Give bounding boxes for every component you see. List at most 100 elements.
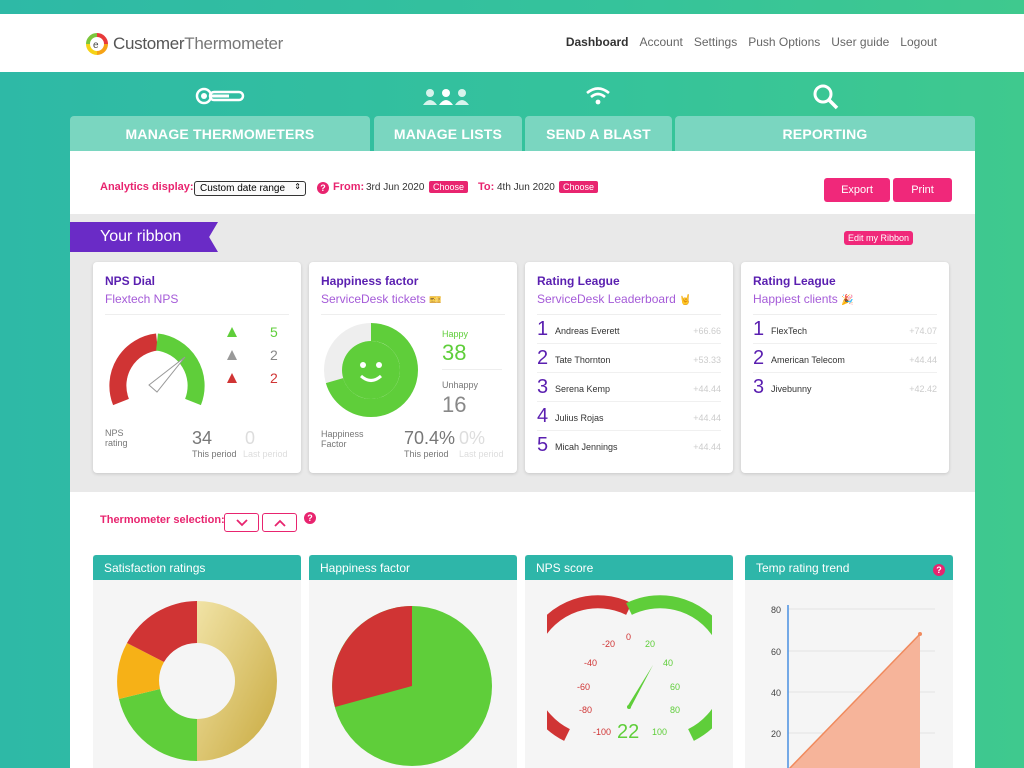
tab-send-a-blast[interactable]: SEND A BLAST: [525, 116, 672, 152]
gauge-tick-label: -40: [584, 658, 597, 668]
card-subtitle: Flextech NPS: [105, 292, 179, 306]
divider: [321, 314, 505, 315]
league-rank: 5: [537, 434, 549, 456]
people-icon[interactable]: [422, 88, 470, 106]
nps-score-card[interactable]: NPS score -100 -80 -60 -40 -20 0 20 40 6…: [525, 555, 733, 768]
divider: [442, 369, 502, 370]
thermometer-up-button[interactable]: [262, 513, 297, 532]
down-arrow-icon: [227, 373, 237, 383]
thermometer-down-button[interactable]: [224, 513, 259, 532]
happiness-this-period-value: 70.4%: [404, 428, 456, 448]
nps-promoters-count: 5: [270, 324, 278, 340]
card-subtitle: ServiceDesk tickets 🎫: [321, 292, 442, 306]
analytics-help-icon[interactable]: ?: [317, 182, 329, 194]
from-choose-button[interactable]: Choose: [429, 181, 469, 193]
search-icon[interactable]: [813, 84, 839, 110]
happiness-factor-label-1: Happiness: [321, 429, 364, 439]
nps-dial-gauge: [109, 333, 205, 406]
analytics-toolbar: Analytics display: Custom date range ⇕ ?…: [70, 151, 975, 214]
tab-manage-thermometers[interactable]: MANAGE THERMOMETERS: [70, 116, 370, 152]
divider: [753, 314, 937, 315]
thermometer-icon[interactable]: [195, 86, 245, 106]
nav-account[interactable]: Account: [639, 35, 683, 49]
league-row: 5 Micah Jennings +44.44: [537, 434, 721, 460]
unhappy-count: 16: [442, 392, 467, 417]
card-header: Temp rating trend: [745, 555, 953, 580]
ribbon-area: Your ribbon Edit my Ribbon NPS Dial Flex…: [70, 214, 975, 492]
export-button[interactable]: Export: [824, 178, 890, 202]
league-name: Micah Jennings: [555, 442, 618, 452]
happiness-factor-label-2: Factor: [321, 439, 347, 449]
happiness-donut: [324, 323, 418, 417]
svg-text:e: e: [93, 40, 99, 51]
nav-settings[interactable]: Settings: [693, 35, 738, 49]
league-score: +66.66: [693, 326, 721, 336]
league-row: 3 Jivebunny +42.42: [753, 376, 937, 402]
league-score: +44.44: [693, 384, 721, 394]
happiness-factor-chart-card[interactable]: Happiness factor: [309, 555, 517, 768]
up-arrow-icon: [227, 327, 237, 337]
rating-league-card-2[interactable]: Rating League Happiest clients 🎉 1 FlexT…: [741, 262, 949, 473]
card-header: Happiness factor: [309, 555, 517, 580]
card-header: NPS score: [525, 555, 733, 580]
gauge-tick-label: -20: [602, 639, 615, 649]
happy-count: 38: [442, 340, 467, 365]
tab-icons-row: [0, 82, 1024, 114]
tab-reporting[interactable]: REPORTING: [675, 116, 975, 152]
league-score: +44.44: [693, 413, 721, 423]
league-row: 1 Andreas Everett +66.66: [537, 318, 721, 344]
gauge-tick-label: 60: [670, 682, 680, 692]
ticket-icon: 🎫: [429, 295, 442, 306]
nps-this-period-label: This period: [192, 449, 237, 459]
league-rank: 2: [537, 347, 549, 369]
satisfaction-donut-chart: [117, 601, 277, 761]
nav-dashboard[interactable]: Dashboard: [565, 35, 629, 49]
y-tick-label: 20: [771, 729, 781, 739]
to-choose-button[interactable]: Choose: [559, 181, 599, 193]
tab-manage-lists[interactable]: MANAGE LISTS: [374, 116, 522, 152]
card-subtitle-text: ServiceDesk Leaderboard: [537, 292, 676, 306]
main-panel: Analytics display: Custom date range ⇕ ?…: [70, 151, 975, 768]
thermometer-selection-label: Thermometer selection:: [100, 514, 225, 526]
to-label: To:: [478, 181, 495, 193]
gauge-tick-label: 20: [645, 639, 655, 649]
nps-detractors-count: 2: [270, 370, 278, 386]
league-row: 1 FlexTech +74.07: [753, 318, 937, 344]
date-range-select[interactable]: Custom date range ⇕: [194, 181, 306, 196]
league-rank: 1: [753, 318, 765, 340]
main-tabs: MANAGE THERMOMETERS MANAGE LISTS SEND A …: [70, 116, 975, 152]
trend-area-chart: 80 60 40 20: [771, 605, 935, 768]
gauge-tick-label: 80: [670, 705, 680, 715]
wifi-icon[interactable]: [585, 86, 611, 106]
card-subtitle: Happiest clients 🎉: [753, 292, 854, 306]
from-date: 3rd Jun 2020: [366, 182, 425, 193]
satisfaction-ratings-card[interactable]: Satisfaction ratings: [93, 555, 301, 768]
rating-league-card[interactable]: Rating League ServiceDesk Leaderboard 🤘 …: [525, 262, 733, 473]
temp-rating-trend-card[interactable]: Temp rating trend ? 80 60 40 20: [745, 555, 953, 768]
neutral-arrow-icon: [227, 350, 237, 360]
happiness-pie-chart: [332, 606, 492, 766]
nav-logout[interactable]: Logout: [900, 35, 937, 49]
logo[interactable]: e CustomerThermometer: [86, 31, 283, 57]
nav-push-options[interactable]: Push Options: [748, 35, 821, 49]
trend-help-icon[interactable]: ?: [933, 564, 945, 576]
analytics-display-label: Analytics display:: [100, 181, 194, 193]
gauge-tick-label: 40: [663, 658, 673, 668]
nps-dial-card[interactable]: NPS Dial Flextech NPS 5 2 2 NPS rating 3…: [93, 262, 301, 473]
card-title: Happiness factor: [321, 274, 419, 288]
happiness-this-period-label: This period: [404, 449, 449, 459]
nav-user-guide[interactable]: User guide: [831, 35, 890, 49]
gauge-tick-label: -60: [577, 682, 590, 692]
happiness-last-period-value: 0%: [459, 428, 486, 448]
nps-passives-count: 2: [270, 347, 278, 363]
league-score: +53.33: [693, 355, 721, 365]
card-subtitle-text: ServiceDesk tickets: [321, 292, 426, 306]
league-name: American Telecom: [771, 355, 845, 365]
league-score: +42.42: [909, 384, 937, 394]
print-button[interactable]: Print: [893, 178, 952, 202]
edit-ribbon-button[interactable]: Edit my Ribbon: [843, 231, 913, 245]
ribbon-title: Your ribbon: [70, 222, 218, 252]
happiness-factor-card[interactable]: Happiness factor ServiceDesk tickets 🎫 H…: [309, 262, 517, 473]
league-name: Tate Thornton: [555, 355, 611, 365]
thermometer-help-icon[interactable]: ?: [304, 512, 316, 524]
